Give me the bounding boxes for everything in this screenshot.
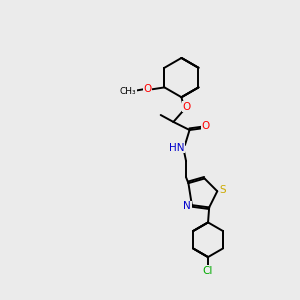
Text: O: O: [202, 121, 210, 131]
Text: N: N: [183, 201, 191, 211]
Text: HN: HN: [169, 143, 184, 153]
Text: S: S: [219, 184, 226, 195]
Text: CH₃: CH₃: [120, 87, 136, 96]
Text: O: O: [182, 102, 191, 112]
Text: Cl: Cl: [203, 266, 213, 276]
Text: O: O: [143, 84, 152, 94]
